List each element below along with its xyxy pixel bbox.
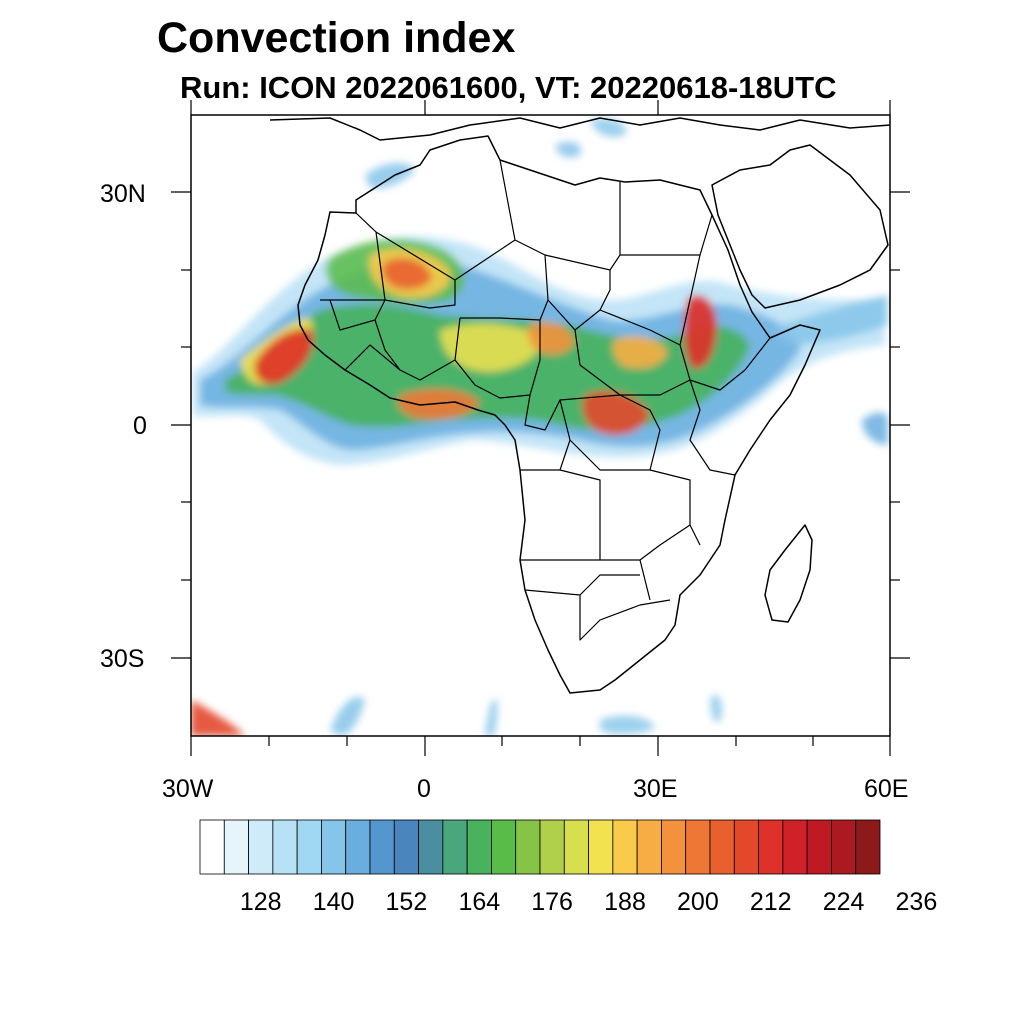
colorbar-swatch [321,819,347,875]
colorbar-swatch [442,819,468,875]
colorbar-tick-label: 188 [604,888,646,916]
colorbar-swatch [199,819,225,875]
lon-tick-label-60e: 60E [864,775,909,803]
colorbar-swatch [733,819,759,875]
convection-patch [365,163,415,189]
convection-core-red [683,295,717,369]
coastlines [269,117,890,694]
map-title: Convection index [157,14,516,62]
colorbar-tick-label: 176 [531,888,573,916]
colorbar-swatch [539,819,565,875]
colorbar-swatch [466,819,492,875]
convection-patch [555,141,581,158]
lat-tick-label-30n: 30N [100,180,146,208]
colorbar [199,819,881,875]
colorbar-swatch [296,819,322,875]
convection-core-yellow [440,323,541,372]
convection-patch [590,118,626,137]
colorbar-swatch [806,819,832,875]
europe-coastline [269,117,890,141]
colorbar-tick-label: 212 [749,888,792,916]
convection-core-red [397,389,480,420]
convection-patch [600,715,655,735]
colorbar-swatch [393,819,419,875]
colorbar-tick-label: 152 [385,888,428,916]
convection-patch [485,699,498,736]
lon-tick-label-0: 0 [417,775,431,803]
colorbar-swatch [685,819,711,875]
colorbar-swatch [709,819,735,875]
convection-core-red [254,328,314,384]
colorbar-tick-label: 200 [677,888,719,916]
colorbar-swatch [588,819,614,875]
colorbar-swatch [515,819,541,875]
lon-tick-label-30w: 30W [162,775,214,803]
convection-patch [330,696,365,736]
colorbar-swatch [636,819,662,875]
convection-core-orange [612,336,668,369]
madagascar-coastline [764,524,813,623]
colorbar-swatch [855,819,881,875]
colorbar-swatch [831,819,857,875]
colorbar-tick-label: 236 [895,888,938,916]
axis-ticks [171,100,910,756]
country-borders [320,159,771,641]
lon-tick-label-30e: 30E [633,775,678,803]
colorbar-tick-label: 140 [312,888,355,916]
lat-tick-label-30s: 30S [100,645,145,673]
lat-tick-label-eq: 0 [133,412,147,440]
convection-patch [770,295,888,345]
convection-core-red [382,257,432,290]
colorbar-swatch [491,819,517,875]
colorbar-swatch [345,819,371,875]
colorbar-swatch [563,819,589,875]
convection-patch [862,412,888,445]
convection-patch [710,695,722,723]
colorbar-swatch [369,819,395,875]
convection-field [191,118,888,736]
map-subtitle: Run: ICON 2022061600, VT: 20220618-18UTC [180,70,837,105]
colorbar-swatch [248,819,274,875]
africa-coastline [297,135,821,694]
arabia-coastline [711,144,889,309]
colorbar-tick-label: 128 [239,888,282,916]
colorbar-swatch [661,819,687,875]
colorbar-swatch [782,819,808,875]
colorbar-tick-label: 224 [822,888,865,916]
colorbar-tick-label: 164 [458,888,501,916]
colorbar-swatch [418,819,444,875]
convection-patch [191,700,245,736]
colorbar-swatch [758,819,784,875]
colorbar-swatch [223,819,249,875]
colorbar-swatch [272,819,298,875]
colorbar-swatch [612,819,638,875]
